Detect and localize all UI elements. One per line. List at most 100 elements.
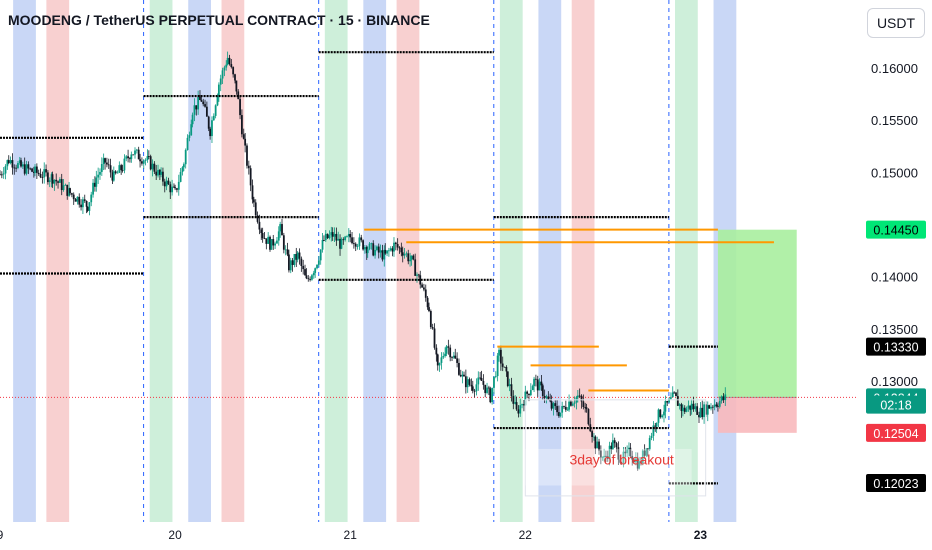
candle-up	[703, 404, 705, 418]
candle-down	[261, 233, 264, 239]
candle-down	[631, 455, 634, 460]
candle-up	[671, 392, 674, 398]
candle-up	[274, 243, 276, 246]
stop-zone	[717, 397, 797, 433]
candle-down	[55, 179, 58, 182]
candle-up	[190, 124, 193, 136]
candle-up	[118, 165, 121, 173]
candle-down	[381, 250, 384, 260]
candle-down	[351, 237, 353, 244]
candle-down	[484, 384, 487, 393]
candle-up	[328, 235, 331, 239]
candle-down	[499, 349, 502, 364]
candle-down	[244, 138, 247, 146]
candle-up	[491, 387, 494, 403]
candle-down	[41, 177, 44, 179]
candle-up	[493, 376, 495, 388]
candle-down	[717, 406, 719, 407]
candle-down	[254, 202, 257, 216]
candle-up	[370, 243, 373, 245]
candle-up	[444, 353, 447, 357]
price-label-target	[866, 220, 926, 239]
candle-up	[64, 184, 67, 186]
candle-down	[242, 134, 245, 139]
candle-down	[111, 172, 114, 181]
candle-down	[451, 357, 453, 359]
candle-up	[533, 378, 535, 387]
candle-up	[112, 171, 115, 181]
candle-down	[570, 401, 572, 406]
candle-up	[146, 156, 149, 160]
candle-down	[260, 229, 263, 234]
candle-up	[383, 249, 386, 260]
candle-down	[173, 186, 175, 188]
candle-down	[282, 235, 285, 250]
candle-up	[596, 441, 599, 449]
candle-down	[15, 167, 18, 169]
candle-down	[526, 391, 529, 394]
candle-down	[309, 278, 312, 280]
candle-down	[232, 67, 235, 75]
currency-button[interactable]: USDT	[867, 8, 925, 38]
candle-up	[416, 274, 418, 276]
candle-down	[85, 200, 88, 207]
candle-down	[199, 96, 201, 100]
annotation-group: 3day of breakout	[524, 399, 707, 497]
annotation-highlight	[525, 448, 692, 486]
candle-up	[568, 401, 570, 410]
candle-up	[92, 182, 94, 195]
candle-down	[473, 390, 476, 392]
candle-down	[447, 346, 450, 348]
candle-down	[269, 236, 271, 250]
candle-down	[295, 254, 298, 260]
candle-up	[410, 255, 413, 260]
candle-down	[66, 184, 69, 196]
candle-up	[97, 174, 100, 178]
candle-down	[29, 168, 32, 170]
candle-up	[211, 120, 213, 137]
candle-down	[241, 115, 243, 135]
candle-up	[2, 173, 5, 175]
candle-down	[547, 396, 550, 400]
candle-down	[435, 347, 438, 355]
session-band-blue	[363, 0, 387, 522]
candle-up	[358, 237, 361, 247]
candle-up	[438, 362, 441, 366]
session-band-green	[499, 0, 523, 522]
candle-down	[666, 401, 669, 403]
candle-down	[515, 402, 518, 410]
candle-down	[696, 406, 699, 415]
candle-up	[356, 246, 359, 247]
candle-down	[414, 259, 417, 276]
candle-up	[626, 449, 629, 454]
candle-down	[580, 395, 583, 402]
candle-down	[304, 269, 306, 276]
candle-up	[685, 408, 688, 412]
candle-down	[335, 233, 338, 241]
candle-down	[372, 243, 375, 256]
candle-up	[100, 164, 103, 172]
time-tick-label: 9	[0, 528, 4, 542]
candle-up	[634, 458, 637, 463]
target-zone	[717, 229, 797, 398]
candle-up	[652, 425, 655, 436]
candle-up	[316, 264, 318, 269]
candle-up	[566, 409, 569, 411]
candle-down	[417, 274, 420, 276]
price-label-level	[866, 474, 926, 493]
candle-up	[376, 246, 378, 250]
candle-up	[43, 169, 46, 178]
candle-up	[270, 239, 273, 250]
candle-down	[86, 206, 89, 211]
candle-down	[235, 80, 238, 92]
candle-down	[605, 455, 607, 457]
candle-up	[135, 149, 138, 151]
candle-up	[374, 249, 376, 256]
candle-down	[247, 165, 250, 169]
candle-up	[386, 250, 388, 254]
candle-down	[300, 258, 303, 266]
candle-down	[11, 160, 14, 168]
candle-up	[608, 445, 611, 459]
candles	[0, 51, 727, 471]
